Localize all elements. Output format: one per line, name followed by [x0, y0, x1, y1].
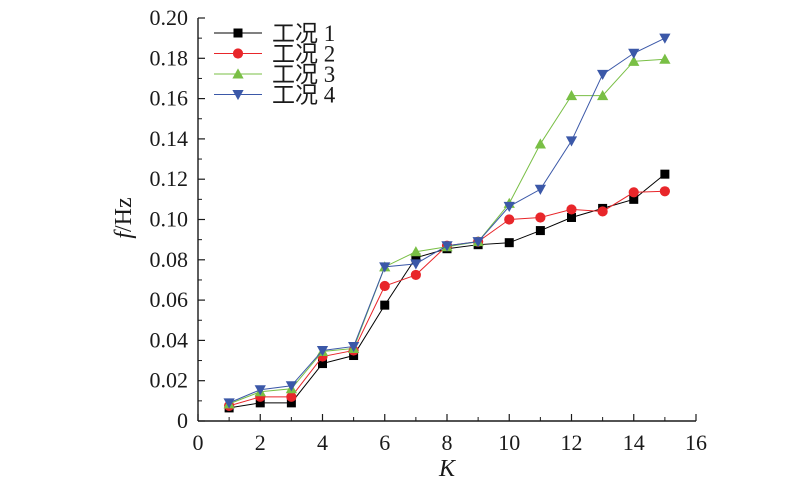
- series-1-point: [504, 238, 514, 248]
- series-4-point: [597, 69, 609, 81]
- series-3-point: [410, 246, 422, 257]
- series-1-point: [567, 212, 576, 222]
- series-2-point: [535, 212, 546, 223]
- series-2-point: [628, 187, 639, 198]
- series-3-line: [228, 58, 665, 405]
- series-2-line: [228, 190, 665, 407]
- series-4-point: [285, 381, 297, 392]
- series-4-point: [254, 385, 266, 396]
- y-tick-label: 0: [177, 408, 188, 433]
- y-tick-label: 0.20: [150, 5, 189, 30]
- series-4-point: [534, 184, 546, 195]
- y-tick-label: 0.06: [150, 287, 189, 312]
- series-1-point: [535, 226, 545, 236]
- legend-label: 工况 2: [272, 42, 335, 67]
- series-4-point: [503, 201, 515, 213]
- series-4-point: [659, 33, 671, 44]
- series-4-point: [410, 259, 422, 270]
- legend-item-2: 工况 2: [214, 42, 335, 67]
- y-tick-label: 0.02: [150, 368, 189, 393]
- x-tick-label: 10: [498, 430, 520, 455]
- series-4-point: [472, 237, 484, 248]
- series-4-point: [628, 48, 640, 59]
- series-3-point: [628, 55, 640, 66]
- x-tick-label: 2: [255, 430, 266, 455]
- series-4-point: [441, 241, 453, 252]
- series-1-point: [286, 398, 296, 408]
- series-2-point: [504, 214, 515, 225]
- x-tick-label: 0: [193, 430, 204, 455]
- x-tick-label: 6: [379, 430, 390, 455]
- series-1-point: [411, 253, 421, 263]
- legend-item-4: 工况 4: [214, 83, 336, 108]
- series-1-point: [380, 300, 390, 310]
- y-tick-label: 0.16: [150, 86, 189, 111]
- series-4-point: [379, 262, 391, 273]
- series-4-point: [565, 136, 578, 147]
- series-2-point: [597, 206, 608, 217]
- series-1-point: [255, 398, 265, 408]
- y-axis-title: f/Hz: [111, 197, 137, 238]
- series-4: [223, 33, 671, 409]
- x-tick-label: 4: [317, 430, 328, 455]
- series-4-point: [316, 345, 329, 357]
- series-2-point: [410, 269, 421, 281]
- legend: 工况 1工况 2工况 3工况 4: [214, 21, 336, 108]
- x-tick-label: 14: [623, 430, 645, 455]
- x-tick-label: 8: [442, 430, 453, 455]
- legend-swatch-marker: [232, 48, 244, 59]
- series-3-point: [659, 53, 671, 64]
- y-tick-label: 0.04: [150, 327, 189, 352]
- series-4-point: [348, 341, 360, 353]
- y-tick-label: 0.18: [150, 45, 189, 70]
- series-2-point: [659, 186, 670, 197]
- y-axis-title-symbol: f: [111, 229, 137, 239]
- y-axis-title-unit: /Hz: [111, 197, 137, 232]
- legend-label: 工况 1: [272, 21, 335, 46]
- series-2-point: [286, 391, 297, 402]
- x-tick-label: 16: [685, 430, 707, 455]
- legend-label: 工况 3: [272, 62, 335, 87]
- legend-swatch-marker: [232, 68, 244, 79]
- y-tick-label: 0.08: [150, 247, 189, 272]
- series-2-point: [566, 204, 577, 215]
- series-3-point: [597, 89, 609, 101]
- axes: 0 2 4 6 8 10 12 14 16 0 0.02 0.04 0.06 0.08 0.10 0.12 0.…: [150, 5, 708, 455]
- series-1-point: [318, 359, 327, 369]
- legend-swatch-marker: [233, 28, 243, 38]
- series-layer: [223, 33, 671, 413]
- y-tick-label: 0.12: [150, 166, 189, 191]
- series-3-point: [534, 138, 546, 149]
- legend-item-1: 工况 1: [214, 21, 335, 46]
- y-tick-label: 0.14: [150, 126, 189, 151]
- legend-item-3: 工况 3: [214, 62, 335, 87]
- legend-swatch-marker: [232, 90, 244, 101]
- series-3-point: [565, 89, 578, 101]
- series-1: [224, 169, 670, 413]
- series-2: [224, 186, 670, 411]
- series-1-point: [660, 169, 670, 179]
- y-tick-label: 0.10: [150, 207, 189, 232]
- x-tick-label: 12: [561, 430, 583, 455]
- series-2-point: [379, 280, 390, 292]
- legend-label: 工况 4: [272, 83, 336, 108]
- series-4-point: [223, 398, 235, 409]
- series-1-point: [629, 194, 639, 204]
- x-axis-title: K: [438, 456, 457, 482]
